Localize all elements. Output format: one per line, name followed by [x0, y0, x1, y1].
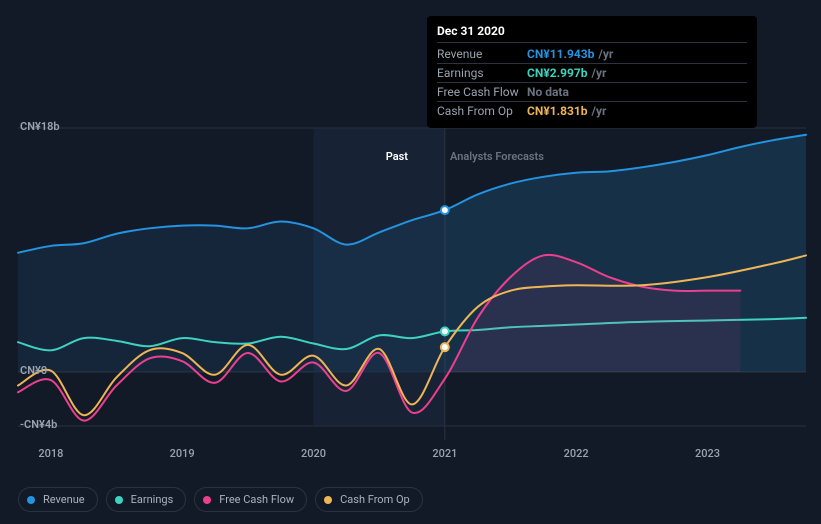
- legend-label: Free Cash Flow: [219, 493, 294, 506]
- tooltip-row-value: No data: [527, 85, 573, 99]
- tooltip-row: RevenueCN¥11.943b/yr: [437, 45, 747, 64]
- legend-item-cfo[interactable]: Cash From Op: [315, 487, 423, 512]
- legend-dot: [27, 496, 35, 504]
- tooltip-row-unit: /yr: [592, 104, 607, 118]
- tooltip-row-value: CN¥2.997b/yr: [527, 66, 606, 80]
- x-tick-label: 2018: [38, 447, 63, 460]
- tooltip-row-label: Revenue: [437, 47, 527, 61]
- tooltip-row: EarningsCN¥2.997b/yr: [437, 64, 747, 83]
- y-tick-label: CN¥0: [20, 364, 47, 377]
- legend-dot: [203, 496, 211, 504]
- x-axis: 2018 2019 2020 2021 2022 2023: [18, 447, 806, 467]
- y-tick-label: -CN¥4b: [20, 418, 57, 431]
- legend-label: Revenue: [43, 493, 85, 506]
- tooltip-row-label: Cash From Op: [437, 104, 527, 118]
- tooltip-row: Cash From OpCN¥1.831b/yr: [437, 102, 747, 120]
- x-tick-label: 2019: [170, 447, 195, 460]
- financials-chart: CN¥18b CN¥0 -CN¥4b 2018 2019 2020 2021 2022 202…: [0, 0, 821, 524]
- x-tick-label: 2020: [301, 447, 326, 460]
- tooltip-row-value: CN¥11.943b/yr: [527, 47, 613, 61]
- tooltip-row-label: Earnings: [437, 66, 527, 80]
- legend-item-fcf[interactable]: Free Cash Flow: [194, 487, 307, 512]
- legend-item-earnings[interactable]: Earnings: [106, 487, 187, 512]
- past-label: Past: [386, 150, 408, 163]
- tooltip-row-unit: /yr: [598, 47, 613, 61]
- legend-label: Cash From Op: [340, 493, 410, 506]
- tooltip-row-value: CN¥1.831b/yr: [527, 104, 606, 118]
- x-tick-label: 2021: [432, 447, 457, 460]
- legend-label: Earnings: [131, 493, 174, 506]
- chart-legend: Revenue Earnings Free Cash Flow Cash From O…: [18, 487, 423, 512]
- legend-dot: [115, 496, 123, 504]
- tooltip-row: Free Cash FlowNo data: [437, 83, 747, 102]
- x-tick-label: 2022: [564, 447, 589, 460]
- chart-tooltip: Dec 31 2020 RevenueCN¥11.943b/yrEarnings…: [427, 16, 757, 128]
- legend-dot: [324, 496, 332, 504]
- forecast-label: Analysts Forecasts: [450, 150, 544, 163]
- legend-item-revenue[interactable]: Revenue: [18, 487, 98, 512]
- tooltip-row-label: Free Cash Flow: [437, 85, 527, 99]
- y-tick-label: CN¥18b: [20, 120, 60, 133]
- tooltip-date: Dec 31 2020: [437, 24, 747, 43]
- x-tick-label: 2023: [695, 447, 720, 460]
- tooltip-row-unit: /yr: [592, 66, 607, 80]
